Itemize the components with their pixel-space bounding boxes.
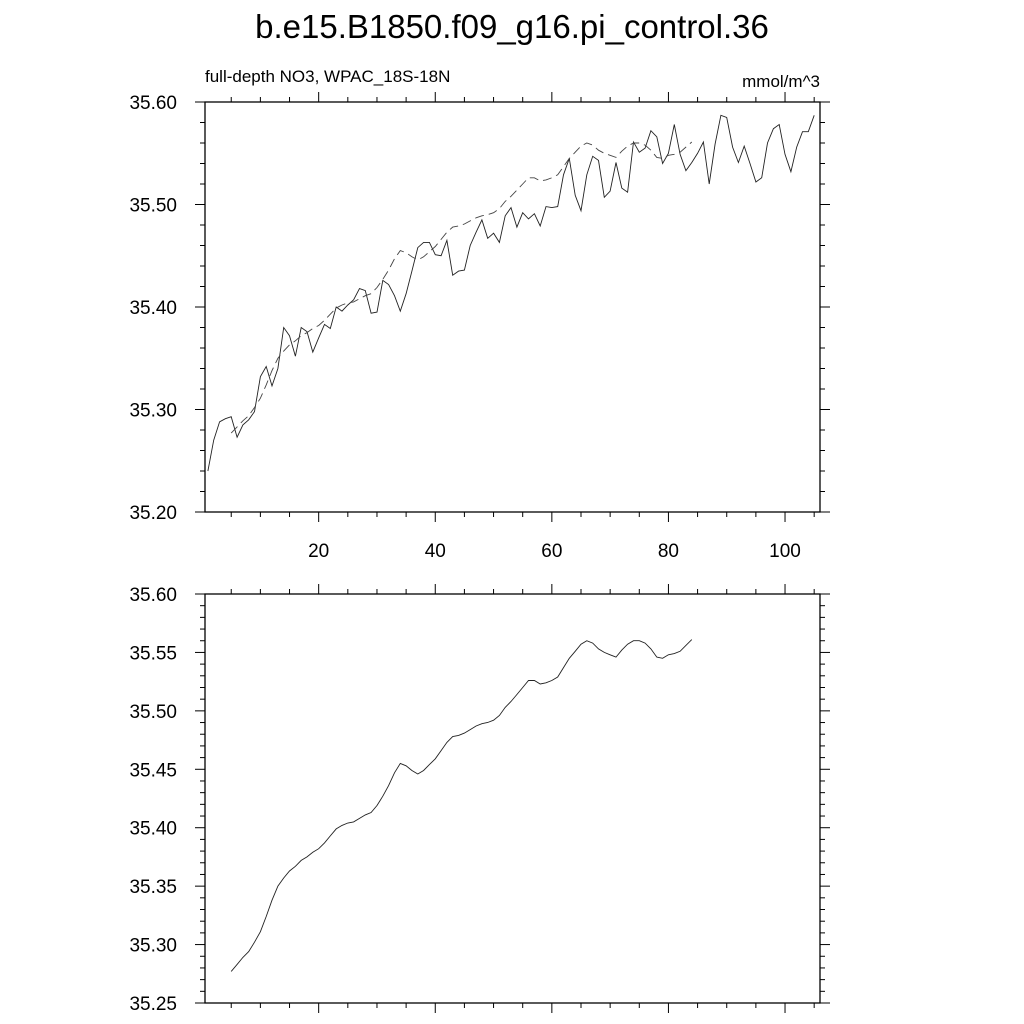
- x-tick-label: 20: [308, 541, 329, 562]
- series-line: [230, 639, 693, 972]
- y-tick-label: 35.25: [129, 994, 177, 1015]
- smoothed-series-line: [230, 141, 693, 434]
- y-tick-label: 35.40: [129, 819, 177, 840]
- x-tick-label: 80: [658, 541, 679, 562]
- figure-title: b.e15.B1850.f09_g16.pi_control.36: [255, 8, 769, 45]
- bottom-chart-panel: 35.25 35.30 35.35 35.40 35.45 35.50 35.55 35.60: [129, 584, 830, 1015]
- top-chart-panel: 20 40 60 80 100 35.20 35.30 35.40 35.50 35.60 full…: [129, 67, 830, 562]
- y-tick-label: 35.50: [129, 196, 177, 217]
- units-label: mmol/m^3: [742, 72, 820, 91]
- x-tick-label: 40: [425, 541, 446, 562]
- y-tick-label: 35.20: [129, 503, 177, 524]
- y-tick-label: 35.40: [129, 298, 177, 319]
- y-tick-label: 35.45: [129, 760, 177, 781]
- y-tick-label: 35.35: [129, 877, 177, 898]
- y-tick-label: 35.30: [129, 401, 177, 422]
- axes-group: 35.25 35.30 35.35 35.40 35.45 35.50 35.55 35.60: [129, 584, 830, 1015]
- y-tick-label: 35.50: [129, 702, 177, 723]
- x-tick-label: 60: [541, 541, 562, 562]
- x-tick-label: 100: [769, 541, 801, 562]
- y-tick-label: 35.60: [129, 93, 177, 114]
- series-line: [207, 114, 815, 472]
- left-subtitle: full-depth NO3, WPAC_18S-18N: [205, 67, 450, 86]
- plot-frame: [204, 101, 821, 513]
- y-tick-label: 35.30: [129, 936, 177, 957]
- axes-group: 20 40 60 80 100 35.20 35.30 35.40 35.50 35.60: [129, 92, 830, 562]
- plot-frame: [204, 593, 821, 1004]
- y-tick-label: 35.60: [129, 585, 177, 606]
- y-tick-label: 35.55: [129, 643, 177, 664]
